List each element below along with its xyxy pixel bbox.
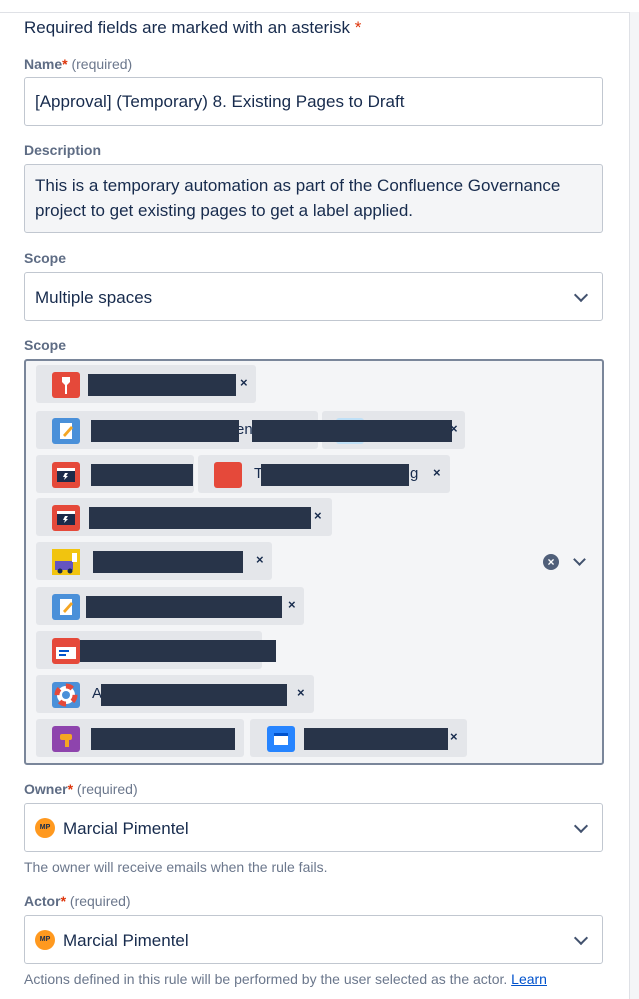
scope-label: Scope [24, 250, 67, 266]
description-label: Description [24, 142, 102, 158]
redacted-space-name [318, 420, 452, 442]
avatar: MP [35, 929, 55, 950]
code-window-space-icon [52, 638, 80, 664]
redacted-space-name [89, 507, 311, 529]
redacted-space-name [80, 640, 276, 662]
name-label: Name* (required) [24, 56, 133, 72]
window-space-icon [267, 726, 295, 752]
chevron-down-icon [573, 818, 589, 833]
chevron-down-icon [573, 287, 589, 302]
space-name-fragment: ent [236, 421, 257, 438]
space-chip: × [36, 365, 256, 403]
name-value: [Approval] (Temporary) 8. Existing Pages… [35, 92, 405, 111]
remove-space-icon[interactable]: × [450, 421, 458, 436]
redacted-space-name [304, 728, 448, 750]
space-chip: × [36, 587, 304, 625]
owner-help-text: The owner will receive emails when the r… [24, 859, 328, 875]
required-fields-hint: Required fields are marked with an aster… [24, 18, 362, 37]
redacted-space-name [252, 420, 318, 442]
lifebuoy-space-icon [52, 682, 80, 708]
description-line-2: project to get existing pages to get a l… [35, 201, 414, 220]
browser-space-icon [52, 505, 80, 531]
notepad-space-icon [52, 594, 80, 620]
owner-value: Marcial Pimentel [63, 819, 189, 838]
browser-space-icon [52, 462, 80, 488]
scope-select[interactable]: Multiple spaces [24, 272, 603, 321]
remove-space-icon[interactable]: × [240, 375, 248, 390]
space-chip: × [250, 719, 467, 757]
redacted-space-name [86, 596, 282, 618]
redacted-space-name [88, 374, 236, 396]
space-chip: A × [36, 675, 314, 713]
redacted-space-name [261, 464, 409, 486]
actor-label: Actor* (required) [24, 893, 131, 909]
description-textarea[interactable]: This is a temporary automation as part o… [24, 164, 603, 233]
remove-space-icon[interactable]: × [297, 685, 305, 700]
redacted-space-name [91, 728, 235, 750]
scope-spaces-label: Scope [24, 337, 67, 353]
description-line-1: This is a temporary automation as part o… [35, 176, 561, 195]
actor-value: Marcial Pimentel [63, 931, 189, 950]
redacted-space-name [91, 420, 239, 442]
space-chip: ent [36, 411, 318, 449]
vertical-scrollbar[interactable] [629, 12, 639, 999]
space-chip: T g × [198, 455, 450, 493]
redacted-space-name [101, 684, 287, 706]
owner-select[interactable]: MP Marcial Pimentel [24, 803, 603, 852]
learn-more-link[interactable]: Learn [511, 971, 547, 987]
clear-all-icon[interactable]: × [543, 554, 559, 570]
top-divider [0, 0, 639, 13]
space-name-fragment: T [254, 465, 264, 482]
truck-space-icon [52, 549, 80, 575]
hairdryer-space-icon [52, 726, 80, 752]
space-name-fragment: A [92, 685, 103, 702]
remove-space-icon[interactable]: × [433, 465, 441, 480]
remove-space-icon[interactable]: × [256, 552, 264, 567]
red-space-icon [214, 462, 242, 488]
space-chip: × [36, 498, 332, 536]
space-chip: × [36, 542, 272, 580]
notepad-space-icon [52, 418, 80, 444]
actor-select[interactable]: MP Marcial Pimentel [24, 915, 603, 964]
space-name-fragment: g [410, 465, 419, 482]
remove-space-icon[interactable]: × [314, 508, 322, 523]
redacted-space-name [91, 464, 193, 486]
actor-help-text: Actions defined in this rule will be per… [24, 971, 547, 987]
name-input[interactable]: [Approval] (Temporary) 8. Existing Pages… [24, 77, 603, 126]
space-chip [36, 719, 244, 757]
remove-space-icon[interactable]: × [288, 597, 296, 612]
scope-select-value: Multiple spaces [35, 288, 153, 307]
chevron-down-icon [573, 930, 589, 945]
avatar: MP [35, 817, 55, 838]
space-chip [36, 631, 276, 669]
space-chip: × [318, 411, 465, 449]
space-chip [36, 455, 194, 493]
redacted-space-name [93, 551, 243, 573]
remove-space-icon[interactable]: × [450, 729, 458, 744]
owner-label: Owner* (required) [24, 781, 138, 797]
wrench-space-icon [52, 372, 80, 398]
